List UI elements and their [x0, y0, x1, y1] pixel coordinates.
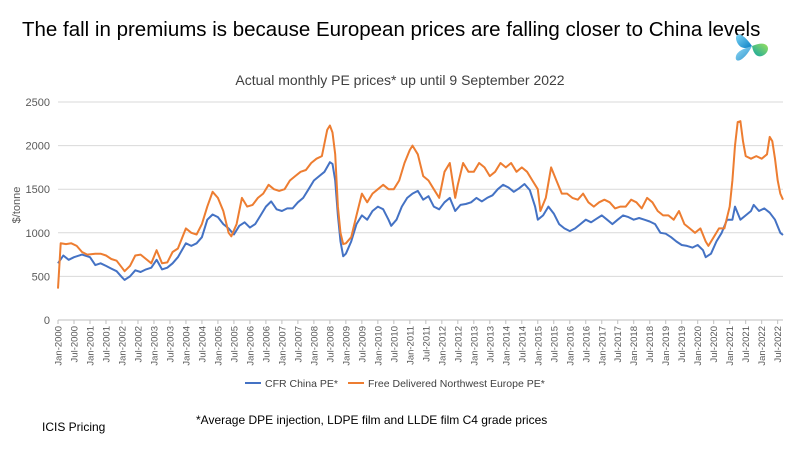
x-tick-label: Jul-2005 — [229, 326, 240, 362]
y-tick-label: 2500 — [26, 97, 50, 109]
legend-label-europe: Free Delivered Northwest Europe PE* — [368, 378, 545, 390]
x-tick-label: Jul-2016 — [581, 326, 592, 362]
x-tick-label: Jan-2000 — [54, 326, 65, 366]
x-tick-label: Jan-2009 — [341, 326, 352, 366]
x-tick-label: Jul-2017 — [613, 326, 624, 362]
x-tick-label: Jan-2013 — [469, 326, 480, 366]
icis-flower-logo-icon — [735, 34, 768, 61]
x-tick-label: Jul-2010 — [389, 326, 400, 362]
x-tick-label: Jul-2020 — [709, 326, 720, 362]
x-tick-label: Jul-2015 — [549, 326, 560, 362]
x-tick-label: Jul-2018 — [645, 326, 656, 362]
y-tick-label: 0 — [44, 315, 50, 327]
x-tick-label: Jul-2013 — [485, 326, 496, 362]
x-tick-label: Jan-2015 — [533, 326, 544, 366]
source-label: ICIS Pricing — [42, 420, 106, 434]
y-tick-label: 2000 — [26, 141, 50, 153]
gridlines — [58, 101, 783, 321]
x-tick-label: Jul-2008 — [325, 326, 336, 362]
y-tick-label: 500 — [32, 271, 50, 283]
series-line-europe — [57, 120, 784, 289]
x-tick-label: Jan-2022 — [757, 326, 768, 366]
y-tick-label: 1000 — [26, 228, 50, 240]
chart-title: Actual monthly PE prices* up until 9 Sep… — [235, 72, 565, 88]
x-tick-label: Jul-2006 — [261, 326, 272, 362]
x-tick-label: Jan-2008 — [309, 326, 320, 366]
x-tick-label: Jul-2009 — [357, 326, 368, 362]
x-tick-label: Jul-2021 — [741, 326, 752, 362]
x-tick-label: Jul-2019 — [677, 326, 688, 362]
x-tick-label: Jul-2014 — [517, 326, 528, 362]
x-tick-label: Jan-2018 — [629, 326, 640, 366]
slide-title: The fall in premiums is because European… — [22, 18, 761, 41]
x-tick-label: Jan-2021 — [725, 326, 736, 366]
x-tick-label: Jan-2016 — [565, 326, 576, 366]
x-axis-ticks: Jan-2000 Jul-2000 Jan-2001 Jul-2001 Jan-2002… — [54, 320, 784, 366]
x-tick-label: Jan-2020 — [693, 326, 704, 366]
x-tick-label: Jan-2014 — [501, 326, 512, 366]
x-tick-label: Jul-2011 — [421, 326, 432, 362]
footnote: *Average DPE injection, LDPE film and LL… — [196, 413, 548, 427]
x-tick-label: Jul-2003 — [165, 326, 176, 362]
x-tick-label: Jan-2004 — [181, 326, 192, 366]
x-tick-label: Jan-2017 — [597, 326, 608, 366]
y-tick-label: 1500 — [26, 184, 50, 196]
legend-label-china: CFR China PE* — [265, 378, 338, 390]
x-tick-label: Jan-2007 — [277, 326, 288, 366]
x-tick-label: Jan-2010 — [373, 326, 384, 366]
x-tick-label: Jan-2011 — [405, 326, 416, 365]
x-tick-label: Jul-2007 — [293, 326, 304, 362]
x-tick-label: Jan-2006 — [245, 326, 256, 366]
y-axis-ticks: 0 500 1000 1500 2000 2500 — [26, 97, 50, 327]
x-tick-label: Jul-2012 — [453, 326, 464, 362]
x-tick-label: Jan-2019 — [661, 326, 672, 366]
y-axis-label: $/tonne — [11, 187, 23, 224]
legend: CFR China PE* Free Delivered Northwest Eu… — [245, 378, 545, 390]
series-lines — [57, 120, 784, 289]
x-tick-label: Jan-2002 — [117, 326, 128, 366]
x-tick-label: Jul-2002 — [133, 326, 144, 362]
x-tick-label: Jul-2000 — [69, 326, 80, 362]
x-tick-label: Jan-2012 — [437, 326, 448, 366]
x-tick-label: Jan-2003 — [149, 326, 160, 366]
x-tick-label: Jan-2001 — [85, 326, 96, 366]
x-tick-label: Jul-2022 — [773, 326, 784, 362]
x-tick-label: Jan-2005 — [213, 326, 224, 366]
x-tick-label: Jul-2004 — [197, 326, 208, 362]
x-tick-label: Jul-2001 — [101, 326, 112, 362]
series-line-china — [57, 161, 784, 281]
